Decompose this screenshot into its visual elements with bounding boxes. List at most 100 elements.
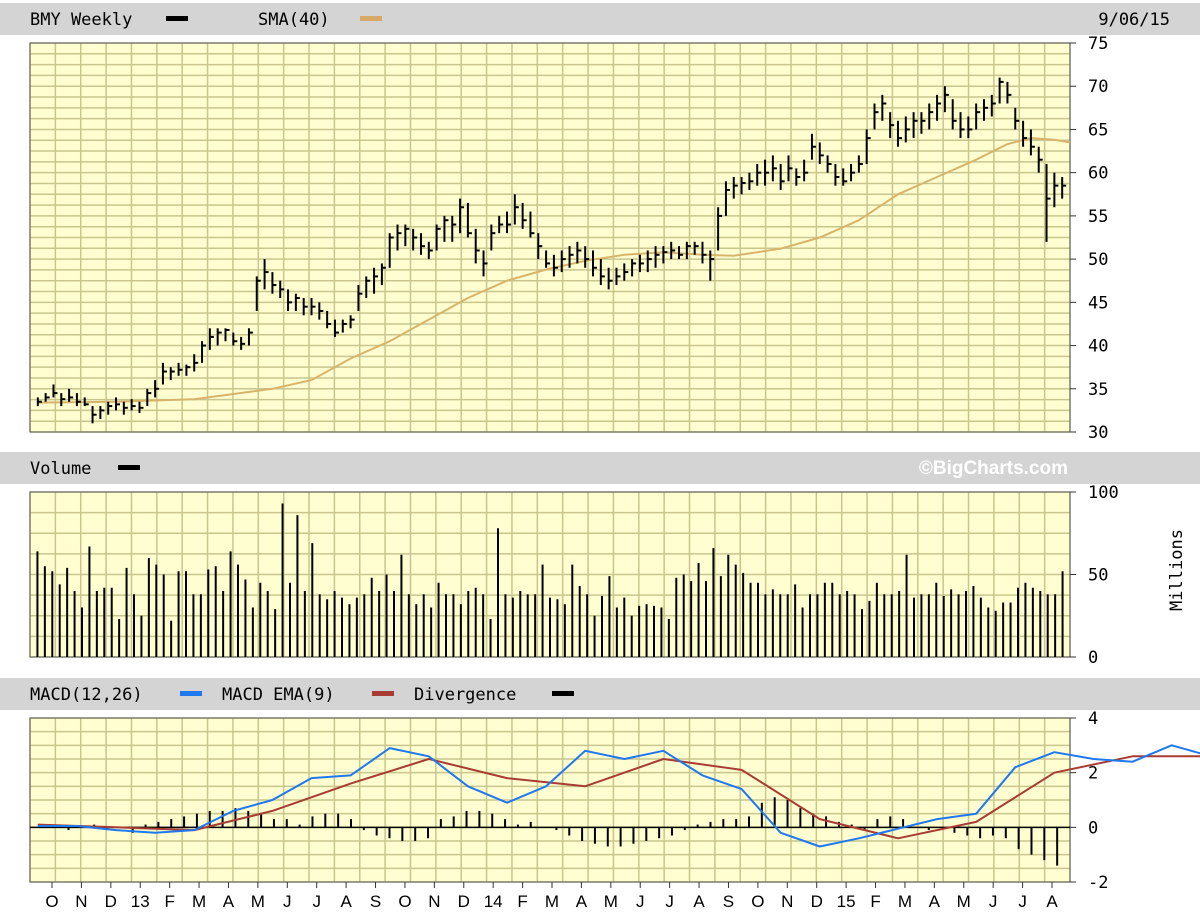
y-tick-label: 30: [1088, 423, 1108, 443]
price-bar: [279, 280, 285, 299]
x-tick-label: M: [192, 892, 206, 911]
price-bar: [740, 176, 746, 195]
price-bar: [529, 211, 535, 238]
price-bar: [435, 224, 441, 251]
price-bar: [857, 155, 863, 173]
y-tick-label: 75: [1088, 34, 1108, 54]
price-bar: [490, 224, 496, 251]
y-tick-label: 40: [1088, 337, 1108, 357]
x-tick-label: D: [105, 892, 117, 911]
price-bar: [732, 176, 738, 199]
price-bar: [60, 393, 66, 407]
price-bar: [576, 241, 582, 264]
y-tick-label: 70: [1088, 77, 1108, 97]
price-bar: [936, 94, 942, 121]
x-tick-label: M: [251, 892, 265, 911]
y-tick-label: 45: [1088, 293, 1108, 313]
price-bar: [842, 168, 848, 186]
price-header-bar: [0, 3, 1200, 35]
price-bar: [459, 198, 465, 234]
price-bar: [623, 263, 629, 281]
price-bar: [130, 399, 136, 411]
x-tick-label: D: [458, 892, 470, 911]
y-tick-label: 0: [1088, 648, 1098, 668]
x-tick-label: M: [604, 892, 618, 911]
price-bar: [756, 164, 762, 186]
price-bar: [287, 289, 293, 311]
price-bar: [427, 241, 433, 260]
y-tick-label: 60: [1088, 164, 1108, 184]
price-bar: [631, 259, 637, 277]
price-bar: [975, 103, 981, 130]
x-tick-label: F: [164, 892, 174, 911]
price-bar: [404, 224, 410, 247]
price-bar: [545, 250, 551, 268]
price-bar: [678, 246, 684, 260]
macd-line: [37, 744, 1200, 848]
price-bar: [396, 224, 402, 251]
x-tick-label: A: [693, 892, 705, 911]
month-axis: O N D 13 F M A M J J A S O N D 14 F M A M J J A S O N D 15 F M A M J J A: [45, 882, 1058, 911]
price-bar: [865, 129, 871, 165]
price-bar: [216, 328, 222, 346]
price-bar: [169, 367, 175, 381]
sma-legend-label: SMA(40): [258, 10, 330, 30]
price-bar: [498, 215, 504, 234]
price-bar: [177, 362, 183, 376]
price-bar: [208, 328, 214, 350]
price-bar: [412, 228, 418, 251]
price-bar: [670, 241, 676, 260]
price-bar: [803, 159, 809, 182]
x-tick-label: J: [989, 892, 998, 911]
price-bar: [850, 164, 856, 182]
price-bar: [537, 233, 543, 260]
price-bar: [560, 250, 566, 273]
price-bar: [881, 94, 887, 121]
price-bar: [552, 254, 558, 277]
price-bar: [52, 384, 58, 398]
x-tick-label: S: [723, 892, 734, 911]
x-tick-label: A: [1046, 892, 1058, 911]
x-tick-label: N: [75, 892, 87, 911]
price-bar: [834, 164, 840, 186]
y-tick-label: 4: [1088, 709, 1098, 729]
price-bar: [1037, 146, 1043, 173]
price-bar: [341, 319, 347, 333]
chart-date: 9/06/15: [1098, 10, 1170, 30]
price-bar: [771, 155, 777, 182]
price-bar: [419, 233, 425, 255]
x-tick-label: 14: [484, 892, 503, 911]
price-bar: [779, 164, 785, 190]
macd-ema-legend-swatch: [372, 691, 394, 696]
price-bar: [68, 388, 74, 402]
price-bar: [115, 397, 121, 411]
price-bar: [1061, 176, 1067, 199]
price-bar: [607, 267, 613, 290]
price-bar: [568, 246, 574, 268]
price-bar: [240, 336, 246, 350]
price-bar: [310, 298, 316, 316]
copyright-label: ©BigCharts.com: [919, 458, 1068, 479]
chart-title: BMY Weekly: [30, 10, 132, 30]
price-bar: [44, 393, 50, 402]
x-tick-label: N: [428, 892, 440, 911]
price-bar: [787, 155, 793, 182]
y-tick-label: 2: [1088, 764, 1098, 784]
plot-frame: [29, 42, 1071, 433]
price-bar: [333, 319, 339, 337]
price-bar: [505, 211, 511, 234]
sma-legend-swatch: [360, 16, 382, 21]
price-bar: [513, 194, 519, 225]
price-bar: [724, 181, 730, 216]
price-bar: [889, 112, 895, 139]
divergence-legend-swatch: [552, 691, 574, 696]
price-bar: [365, 276, 371, 299]
y-tick-label: 35: [1088, 380, 1108, 400]
macd-legend-label: MACD(12,26): [30, 685, 143, 705]
y-tick-label: 50: [1088, 566, 1108, 586]
price-bar: [302, 298, 308, 316]
price-bar: [990, 94, 996, 117]
price-bar: [810, 133, 816, 160]
plot-frame: [29, 717, 1071, 883]
price-bar: [951, 99, 957, 130]
